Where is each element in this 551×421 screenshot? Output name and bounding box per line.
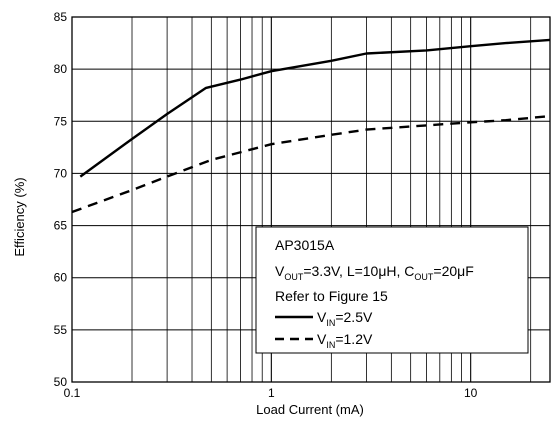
x-tick-label: 0.1 — [64, 386, 81, 400]
y-tick-label: 80 — [54, 62, 68, 76]
y-tick-label: 60 — [54, 271, 68, 285]
y-tick-label: 55 — [54, 323, 68, 337]
legend-reference: Refer to Figure 15 — [275, 288, 388, 304]
y-tick-label: 65 — [54, 219, 68, 233]
series-lines — [71, 38, 551, 214]
legend-series-2-label: VIN=1.2V — [317, 331, 373, 350]
legend-series-1-sub: IN — [326, 318, 335, 328]
plot-frame — [71, 16, 551, 383]
y-tick-label: 50 — [54, 375, 68, 389]
legend-series-1-value: =2.5V — [335, 309, 373, 325]
legend-end: =20μF — [433, 263, 473, 279]
x-tick-label: 1 — [268, 386, 275, 400]
legend-v: V — [275, 263, 285, 279]
legend-series-2-value: =1.2V — [335, 331, 373, 347]
legend-mid: =3.3V, L=10μH, C — [303, 263, 414, 279]
legend-c-sub: OUT — [414, 272, 434, 282]
legend: AP3015A VOUT=3.3V, L=10μH, COUT=20μF Ref… — [255, 226, 529, 354]
series-line-1 — [79, 38, 551, 178]
legend-box — [255, 226, 529, 354]
x-tick-label: 10 — [464, 386, 478, 400]
y-tick-label: 75 — [54, 114, 68, 128]
y-axis-title: Efficiency (%) — [12, 177, 27, 256]
legend-v-sub: OUT — [284, 272, 304, 282]
series-line-2 — [71, 114, 551, 214]
legend-series-1-label: VIN=2.5V — [317, 309, 373, 328]
x-axis-title: Load Current (mA) — [256, 402, 364, 417]
y-tick-label: 70 — [54, 166, 68, 180]
y-tick-label: 85 — [54, 10, 68, 24]
tick-labels: 0.1 1 10 50 55 60 65 70 75 80 85 — [54, 10, 478, 400]
legend-conditions: VOUT=3.3V, L=10μH, COUT=20μF — [275, 263, 474, 282]
legend-series-2-main: V — [317, 331, 327, 347]
legend-series-2-sub: IN — [326, 340, 335, 350]
legend-device: AP3015A — [275, 237, 335, 253]
legend-series-1-main: V — [317, 309, 327, 325]
